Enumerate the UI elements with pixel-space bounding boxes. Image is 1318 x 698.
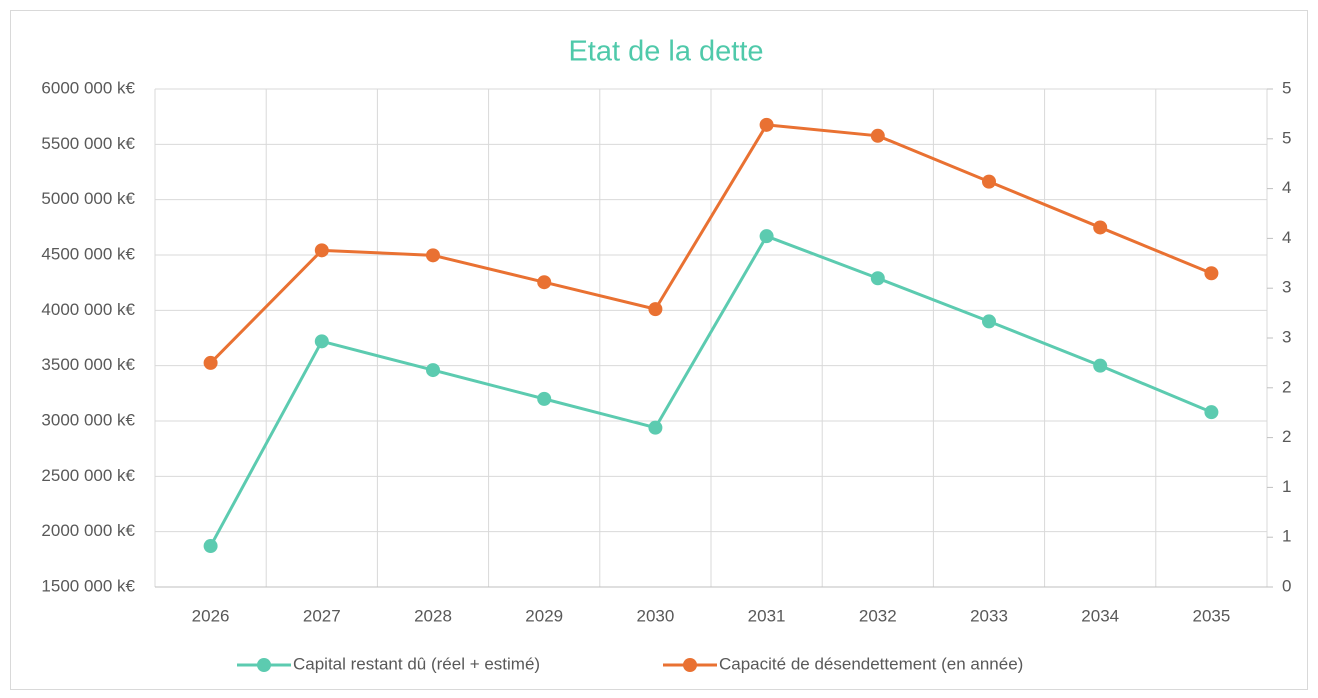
point <box>426 248 440 263</box>
point <box>648 302 663 317</box>
point <box>314 243 329 258</box>
point <box>203 539 218 554</box>
y-tick-label: 2000 000 k€ <box>41 521 135 540</box>
point <box>314 334 329 349</box>
y2-tick-label: 4 <box>1282 228 1291 247</box>
y2-tick-label: 2 <box>1282 427 1291 446</box>
y2-tick-label: 2 <box>1282 377 1291 396</box>
y2-tick-label: 5 <box>1282 78 1291 97</box>
series-line <box>209 234 1212 547</box>
point <box>1093 358 1108 373</box>
x-tick-label: 2029 <box>525 606 563 625</box>
x-tick-label: 2032 <box>859 606 897 625</box>
x-tick-label: 2030 <box>636 606 674 625</box>
y-tick-label: 3500 000 k€ <box>41 355 135 374</box>
y-tick-label: 2500 000 k€ <box>41 466 135 485</box>
legend-label: Capacité de désendettement (en année) <box>719 654 1023 673</box>
y2-tick-label: 1 <box>1282 477 1291 496</box>
point <box>648 420 663 435</box>
series-line <box>209 123 1212 364</box>
legend-marker <box>257 658 271 672</box>
y-tick-label: 6000 000 k€ <box>41 78 135 97</box>
point <box>1204 266 1219 281</box>
point <box>870 128 885 143</box>
legend-label: Capital restant dû (réel + estimé) <box>293 654 540 673</box>
x-tick-label: 2028 <box>414 606 452 625</box>
x-tick-label: 2026 <box>192 606 230 625</box>
point <box>537 391 552 406</box>
point <box>759 117 774 132</box>
legend-marker <box>683 658 697 672</box>
point <box>870 271 885 286</box>
point <box>759 229 774 244</box>
point <box>1204 405 1219 420</box>
point <box>426 363 440 378</box>
y2-tick-label: 0 <box>1282 576 1291 595</box>
chart-border <box>10 10 1308 690</box>
point <box>203 355 218 370</box>
y-tick-label: 1500 000 k€ <box>41 576 135 595</box>
y2-tick-label: 4 <box>1282 178 1291 197</box>
y2-tick-label: 1 <box>1282 527 1291 546</box>
y2-tick-label: 5 <box>1282 128 1291 147</box>
x-tick-label: 2034 <box>1081 606 1119 625</box>
y-tick-label: 4000 000 k€ <box>41 300 135 319</box>
x-tick-label: 2035 <box>1192 606 1230 625</box>
point <box>982 314 996 329</box>
point <box>1093 220 1108 235</box>
point <box>982 174 996 189</box>
y2-tick-label: 3 <box>1282 278 1291 297</box>
y-tick-label: 5500 000 k€ <box>41 134 135 153</box>
x-tick-label: 2031 <box>748 606 786 625</box>
y-tick-label: 4500 000 k€ <box>41 244 135 263</box>
y-tick-label: 5000 000 k€ <box>41 189 135 208</box>
y-tick-label: 3000 000 k€ <box>41 410 135 429</box>
y2-tick-label: 3 <box>1282 327 1291 346</box>
point <box>537 275 552 290</box>
chart-title: Etat de la dette <box>568 36 763 68</box>
x-tick-label: 2033 <box>970 606 1008 625</box>
x-tick-label: 2027 <box>303 606 341 625</box>
